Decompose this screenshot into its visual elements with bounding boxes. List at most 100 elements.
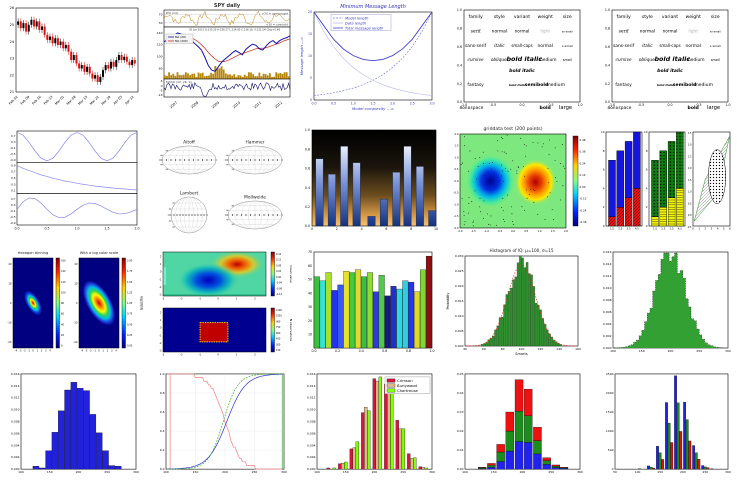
svg-text:light: light [540,29,550,35]
gallery-thumb-iq-histogram[interactable]: Histogram of IQ: μ=100, σ=15 40 60 80 100 120… [444,244,592,366]
gallery-thumb-hatch-demo[interactable]: 0 2 4 6 8 10 1.5 2.5 3.5 4.5 0 2 4 6 8 10 1.5 2.5 3.5 4.5 0 1… [592,122,740,244]
svg-text:0: 0 [311,227,313,231]
svg-text:24: 24 [10,40,14,44]
gallery-thumb-hexbin[interactable]: Hexagon binning 20 10 0 -10 -20 -4 -3 -2 -1 0 1 2 3 4 1… [0,244,148,366]
svg-text:3.5: 3.5 [627,227,631,231]
gallery-thumb-griddata[interactable]: griddata test (200 points) -2.0 -1.5 -1.0 -0… [444,122,592,244]
svg-text:0: 0 [76,301,78,305]
gallery-thumb-stacked-histogram[interactable]: 100 150 200 250 300 0.00 0.01 0.02 0.03 0.04 0.05 [444,366,592,487]
svg-text:5: 5 [723,227,725,231]
gallery-thumb-minimum-message-length[interactable]: Minimum Message Length 0.0 0.5 1.0 1.5 2.0 2.5… [296,0,444,122]
svg-text:-2: -2 [159,285,162,289]
gallery-thumb-hexbin-mean[interactable]: -3 -2 -1 0 1 2 2 1 0 -1 -2 -3 -3 -2 -1 0 1 2 2 1 0 -1 -2 -3 0.16… [148,244,296,366]
svg-text:-3: -3 [85,349,88,352]
gallery-thumb-spy-daily[interactable]: SPY daily 70 30 RSI (14) >70 = overbought <30… [148,0,296,122]
svg-text:small: small [711,58,720,62]
svg-text:0.008: 0.008 [603,298,612,302]
svg-text:1.0: 1.0 [160,372,165,376]
svg-text:250: 250 [104,470,110,474]
svg-text:200: 200 [76,470,82,474]
svg-text:serif: serif [471,30,481,35]
svg-text:size: size [563,14,572,20]
mml-chart: Minimum Message Length 0.0 0.5 1.0 1.5 2.0 2.5… [299,4,435,111]
svg-text:Hammer: Hammer [245,140,264,146]
fonts-demo-chart-2: 0.0 0.2 0.4 0.6 0.8 1.0 -1.0 -0.5 0.0 0.5 1.0 famil… [605,8,731,111]
gallery-thumb-cdf[interactable]: 100 150 200 250 300 0.0 0.2 0.4 0.6 0.8 1.0 [148,366,296,487]
svg-text:10: 10 [434,227,438,231]
svg-text:60: 60 [61,313,65,316]
svg-text:-1.5: -1.5 [453,214,458,218]
svg-text:600: 600 [276,332,281,335]
svg-text:Mar 22: Mar 22 [89,95,100,106]
gallery-thumb-shared-axis[interactable]: 0.7 0.3 -0.1 -0.5 -0.9 0.9 0.7 0.5 0.3 0.1 0.7 0.3-… [0,122,148,244]
svg-text:0.0: 0.0 [457,100,462,104]
svg-text:-3: -3 [159,292,162,296]
svg-text:4: 4 [646,186,648,190]
gallery-thumb-color-histogram[interactable]: 10 20 30 40 50 60 70 0.0 0.2 0.4 0.6 0.8 1.0 [296,244,444,366]
svg-text:2: 2 [107,349,109,352]
svg-text:>70 = overbought: >70 = overbought [262,12,289,16]
svg-text:Chartreuse: Chartreuse [397,388,419,393]
svg-text:-10: -10 [158,93,163,97]
svg-text:family: family [617,14,631,20]
svg-text:140: 140 [157,31,163,35]
gallery-thumb-rgb-histogram[interactable]: 50 100 150 200 250 300 0 500 1000 1500 2000 2500 [592,366,740,487]
svg-text:Hexagon binning: Hexagon binning [18,251,48,255]
gallery-thumb-blue-histogram[interactable]: 100 150 200 250 300 0.000 0.002 0.004 0.006 0.008… [0,366,148,487]
svg-text:-0.5: -0.5 [490,103,496,107]
gallery-thumb-gradient-bars[interactable]: 0 2 4 6 8 10 0.0 0.2 0.4 0.6 0.8 1.0 [296,122,444,244]
svg-text:normal: normal [640,29,655,35]
svg-text:10: 10 [644,130,648,134]
svg-text:-2: -2 [23,349,26,352]
svg-text:Mar 15: Mar 15 [77,95,88,106]
svg-text:80: 80 [501,347,505,351]
svg-text:1.0: 1.0 [688,191,692,194]
green-histogram-chart: 100 150 200 250 300 0.000 0.002 0.004 0.006 0.008… [603,250,731,353]
svg-text:-0.36: -0.36 [580,220,587,224]
gallery-thumb-legend-histogram[interactable]: 100 150 200 250 300 0.000 0.002 0.004 0.006 0.008… [296,366,444,487]
svg-text:10: 10 [74,281,78,285]
svg-text:300: 300 [281,470,287,474]
blue-histogram-chart: 100 150 200 250 300 0.000 0.002 0.004 0.006 0.008… [11,372,139,474]
svg-text:2011: 2011 [253,101,262,110]
svg-text:Mar 02: Mar 02 [54,95,65,106]
svg-text:0.016: 0.016 [11,372,20,376]
svg-text:8: 8 [410,227,412,231]
svg-text:0.0: 0.0 [605,100,610,104]
svg-text:140: 140 [556,347,562,351]
svg-text:N observations: N observations [289,319,293,342]
svg-text:style: style [494,14,505,20]
svg-text:0: 0 [612,467,614,471]
svg-text:0.4: 0.4 [160,429,165,433]
gallery-thumb-green-histogram[interactable]: 100 150 200 250 300 0.000 0.002 0.004 0.006 0.008… [592,244,740,366]
gallery-thumb-fonts-demo-2[interactable]: 0.0 0.2 0.4 0.6 0.8 1.0 -1.0 -0.5 0.0 0.5 1.0 famil… [592,0,740,122]
svg-text:30: 30 [159,21,163,25]
gallery-thumb-projections[interactable]: Aitoff Hammer Lambert Mollweide [148,122,296,244]
svg-text:0.000: 0.000 [603,346,612,350]
svg-text:25: 25 [10,23,14,27]
svg-text:1.0: 1.0 [429,349,434,353]
svg-text:30: 30 [308,305,312,309]
svg-text:Histogram of IQ: μ=100, σ=15: Histogram of IQ: μ=100, σ=15 [489,248,553,253]
gallery-thumb-candlestick[interactable]: 21 22 23 24 25 26 Feb 02 Feb 09 Feb 16 Feb 23 Mar … [0,0,148,122]
svg-text:0: 0 [10,301,12,305]
svg-text:-0.5: -0.5 [687,226,692,229]
svg-text:0.50: 0.50 [127,323,133,326]
svg-text:Data length: Data length [345,21,367,25]
svg-text:-5: -5 [160,89,163,93]
svg-text:Total message length: Total message length [345,26,384,30]
svg-text:3.0: 3.0 [429,102,434,106]
gallery-thumb-fonts-demo[interactable]: 0.0 0.2 0.4 0.6 0.8 1.0 -1.0 -0.5 0.0 0.5 1.0 famil… [444,0,592,122]
svg-text:150: 150 [276,349,281,352]
svg-text:italic: italic [642,43,653,49]
svg-text:Message length --->: Message length ---> [299,37,304,75]
svg-text:900: 900 [276,320,281,323]
svg-text:120: 120 [157,43,163,47]
svg-text:2: 2 [254,297,256,301]
svg-text:1.25: 1.25 [127,291,133,294]
svg-text:0.8: 0.8 [406,349,411,353]
svg-text:0.016: 0.016 [603,250,612,254]
svg-text:0.5: 0.5 [44,227,49,231]
svg-text:-2: -2 [89,349,92,352]
